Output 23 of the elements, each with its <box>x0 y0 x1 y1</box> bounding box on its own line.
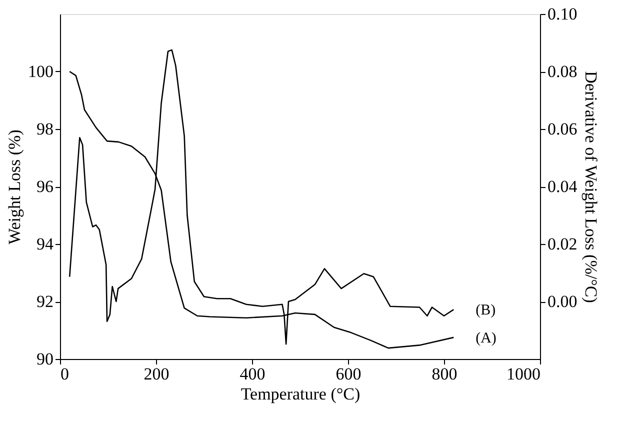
y2-tick-label: 0.06 <box>548 120 578 138</box>
x-tick-label: 0 <box>60 364 69 384</box>
y2-tick-label: 0.02 <box>548 234 578 254</box>
x-tick-label: 400 <box>240 364 266 384</box>
x-tick-label: 600 <box>336 364 362 384</box>
y2-tick-label: 0.10 <box>548 4 578 24</box>
y-tick-label: 100 <box>28 62 54 81</box>
x-tick-label: 1000 <box>506 364 540 384</box>
y-tick-label: 90 <box>36 350 54 368</box>
y2-tick-label: 0.00 <box>548 292 578 311</box>
y-tick-label: 94 <box>36 234 54 254</box>
y-tick-label: 96 <box>36 177 54 196</box>
x-axis-title: Temperature (°C) <box>240 384 360 404</box>
y2-axis-title: Derivative of Weight Loss (%/°C) <box>581 71 600 303</box>
y2-tick-label: 0.04 <box>548 177 578 196</box>
series-label: (B) <box>476 302 496 319</box>
y-tick-label: 98 <box>36 120 54 138</box>
y-axis-title: Weight Loss (%) <box>5 130 24 244</box>
y-tick-label: 92 <box>36 292 54 311</box>
x-tick-label: 800 <box>432 364 458 384</box>
x-tick-label: 200 <box>144 364 170 384</box>
y2-tick-label: 0.08 <box>548 62 578 81</box>
series-label: (A) <box>476 330 496 346</box>
